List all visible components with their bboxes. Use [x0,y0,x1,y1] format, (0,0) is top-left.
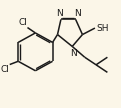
Text: N: N [70,49,77,58]
Text: Cl: Cl [18,18,27,27]
Text: SH: SH [96,24,109,33]
Text: N: N [74,9,81,18]
Text: Cl: Cl [0,65,9,74]
Text: N: N [56,9,63,18]
